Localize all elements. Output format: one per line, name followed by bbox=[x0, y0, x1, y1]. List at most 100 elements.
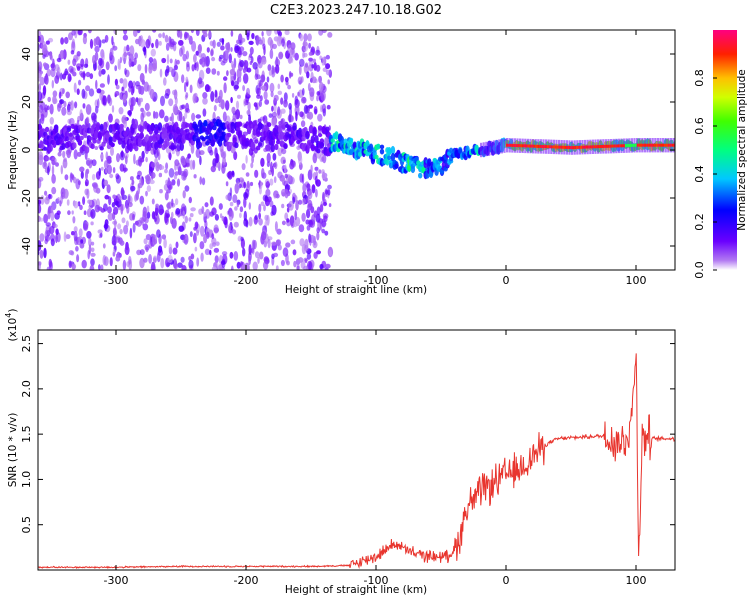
heat-noise-blob bbox=[321, 103, 327, 114]
heat-ridge-blob bbox=[72, 142, 77, 149]
heat-noise-blob bbox=[138, 155, 143, 167]
heat-noise-blob bbox=[77, 151, 82, 157]
heat-noise-blob bbox=[109, 257, 113, 267]
heat-noise-blob bbox=[249, 46, 254, 55]
heat-noise-blob bbox=[120, 187, 125, 197]
heat-core-cell bbox=[539, 144, 542, 148]
heat-noise-blob bbox=[63, 231, 67, 242]
heat-noise-blob bbox=[149, 88, 155, 100]
heat-noise-blob bbox=[321, 172, 327, 180]
heat-noise-blob bbox=[166, 54, 170, 65]
heat-noise-blob bbox=[153, 148, 159, 159]
heat-noise-blob bbox=[73, 201, 79, 209]
heat-noise-blob bbox=[168, 168, 175, 178]
heat-noise-blob bbox=[251, 32, 255, 40]
heat-noise-blob bbox=[204, 84, 210, 93]
heat-ridge-blob bbox=[310, 135, 315, 144]
heat-noise-blob bbox=[223, 76, 228, 81]
heat-noise-blob bbox=[106, 184, 111, 194]
heat-noise-blob bbox=[286, 260, 290, 266]
heat-noise-blob bbox=[271, 204, 277, 216]
x-tick-label: -100 bbox=[364, 574, 389, 587]
heat-noise-blob bbox=[158, 245, 163, 253]
heat-core-cell bbox=[574, 146, 577, 149]
heat-noise-blob bbox=[193, 226, 197, 231]
heat-core-cell bbox=[623, 144, 625, 148]
heat-noise-blob bbox=[139, 72, 145, 83]
heat-noise-blob bbox=[85, 71, 91, 78]
heat-noise-blob bbox=[120, 204, 124, 215]
heat-noise-blob bbox=[126, 205, 130, 214]
heat-noise-blob bbox=[89, 199, 93, 206]
heat-noise-blob bbox=[269, 82, 275, 93]
heat-noise-blob bbox=[227, 41, 231, 53]
heat-noise-blob bbox=[70, 100, 74, 111]
heat-noise-blob bbox=[112, 227, 117, 236]
heat-noise-blob bbox=[45, 222, 51, 227]
heat-noise-blob bbox=[160, 95, 165, 107]
heat-noise-blob bbox=[85, 104, 92, 115]
heat-noise-blob bbox=[82, 196, 86, 206]
heat-noise-blob bbox=[221, 258, 226, 269]
heat-noise-blob bbox=[91, 159, 97, 167]
heat-noise-blob bbox=[176, 59, 180, 65]
heat-noise-blob bbox=[160, 258, 165, 269]
heat-noise-blob bbox=[303, 104, 309, 114]
heat-ridge-blob bbox=[325, 126, 330, 132]
heat-noise-blob bbox=[177, 162, 181, 172]
heat-noise-blob bbox=[177, 114, 182, 122]
heat-noise-blob bbox=[158, 33, 162, 38]
spectrogram-heatmap bbox=[38, 30, 675, 270]
heat-core-cell bbox=[591, 145, 594, 149]
heat-noise-blob bbox=[313, 210, 318, 218]
heat-noise-blob bbox=[151, 62, 157, 72]
heat-noise-blob bbox=[76, 254, 80, 263]
heat-noise-blob bbox=[66, 199, 70, 206]
heat-ridge-blob bbox=[317, 133, 323, 138]
heat-noise-blob bbox=[154, 111, 159, 119]
heat-noise-blob bbox=[190, 207, 196, 212]
heat-core-cell bbox=[580, 145, 583, 149]
heat-noise-blob bbox=[112, 194, 117, 200]
heat-noise-blob bbox=[242, 247, 246, 257]
heat-ridge-blob bbox=[379, 144, 385, 150]
heat-noise-blob bbox=[284, 212, 289, 221]
heat-noise-blob bbox=[138, 84, 142, 95]
heat-noise-blob bbox=[38, 30, 42, 37]
heat-noise-blob bbox=[90, 247, 95, 253]
heat-noise-blob bbox=[216, 262, 219, 269]
heat-noise-blob bbox=[211, 233, 215, 240]
heat-halo-cell bbox=[480, 142, 483, 158]
heat-noise-blob bbox=[165, 162, 169, 170]
heat-noise-blob bbox=[214, 98, 220, 104]
heat-noise-blob bbox=[154, 157, 158, 165]
heat-noise-blob bbox=[300, 120, 306, 128]
heat-noise-blob bbox=[111, 105, 115, 113]
heat-noise-blob bbox=[284, 164, 287, 174]
heat-noise-blob bbox=[122, 259, 127, 270]
heat-ridge-blob bbox=[458, 148, 463, 155]
spectrogram-y-tick-label: 40 bbox=[20, 47, 33, 61]
heat-noise-blob bbox=[289, 57, 294, 64]
heat-noise-blob bbox=[209, 249, 212, 256]
heat-noise-blob bbox=[71, 41, 76, 53]
heat-ridge-blob bbox=[301, 135, 306, 142]
heat-core-cell bbox=[662, 143, 664, 147]
heat-ridge-blob bbox=[236, 126, 241, 131]
heat-core-cell bbox=[531, 144, 534, 148]
heat-ridge-blob bbox=[61, 143, 66, 150]
heat-noise-blob bbox=[265, 180, 270, 189]
heat-noise-blob bbox=[164, 191, 169, 201]
heat-noise-blob bbox=[320, 90, 326, 102]
heat-core-cell bbox=[578, 145, 581, 149]
heat-noise-blob bbox=[211, 56, 216, 62]
heat-noise-blob bbox=[308, 42, 311, 49]
heat-noise-blob bbox=[79, 166, 85, 173]
heat-noise-blob bbox=[61, 73, 67, 80]
heat-noise-blob bbox=[136, 174, 141, 180]
heat-ridge-blob bbox=[250, 141, 255, 150]
heat-noise-blob bbox=[91, 211, 94, 218]
heat-noise-blob bbox=[318, 81, 324, 92]
heat-noise-blob bbox=[167, 152, 172, 160]
heat-noise-blob bbox=[51, 62, 56, 72]
